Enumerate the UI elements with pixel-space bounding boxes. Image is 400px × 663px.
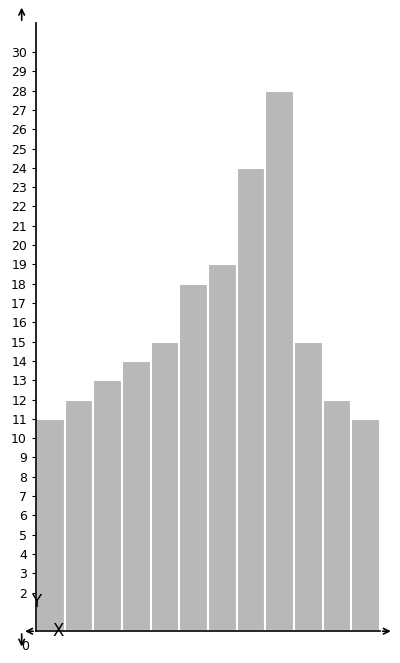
Bar: [265, 91, 294, 631]
Bar: [351, 419, 380, 631]
Bar: [65, 400, 93, 631]
Text: X: X: [52, 623, 64, 640]
Bar: [322, 400, 351, 631]
Bar: [122, 361, 151, 631]
Bar: [93, 381, 122, 631]
Text: 0: 0: [21, 640, 29, 653]
Bar: [179, 284, 208, 631]
Bar: [294, 341, 322, 631]
Bar: [236, 168, 265, 631]
Bar: [151, 341, 179, 631]
Bar: [208, 265, 236, 631]
Bar: [36, 419, 65, 631]
Text: Y: Y: [31, 593, 41, 611]
